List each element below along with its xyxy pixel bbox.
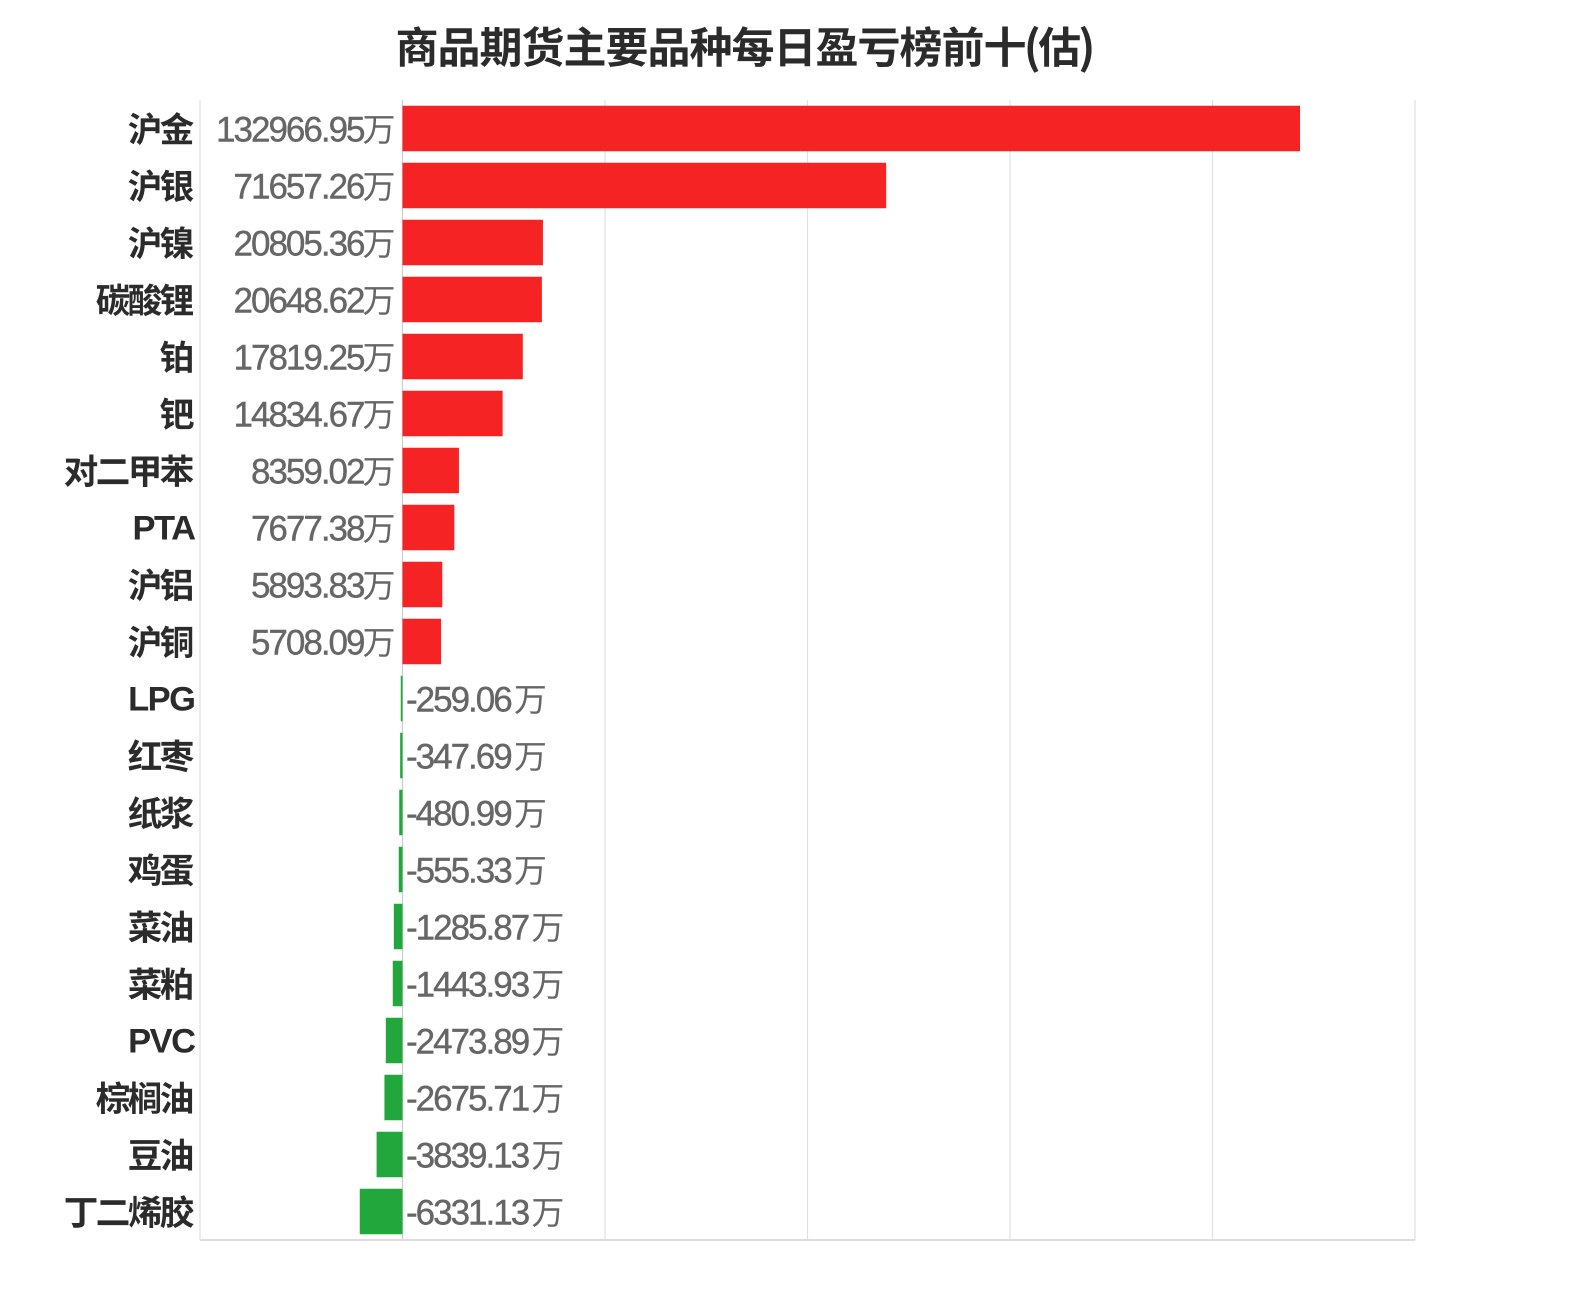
svg-text:PTA: PTA bbox=[133, 510, 196, 548]
svg-text:-2473.89: -2473.89 bbox=[406, 1022, 529, 1061]
svg-text:20648.62: 20648.62 bbox=[234, 281, 365, 320]
svg-text:-2675.71: -2675.71 bbox=[406, 1079, 529, 1118]
svg-text:-1285.87: -1285.87 bbox=[406, 908, 529, 947]
svg-text:PVC: PVC bbox=[128, 1023, 195, 1061]
svg-text:14834.67: 14834.67 bbox=[234, 395, 365, 434]
svg-text:5708.09: 5708.09 bbox=[251, 623, 364, 662]
svg-text:132966.95: 132966.95 bbox=[216, 110, 364, 149]
svg-text:8359.02: 8359.02 bbox=[251, 452, 364, 491]
svg-text:-480.99: -480.99 bbox=[406, 794, 511, 833]
svg-text:-1443.93: -1443.93 bbox=[406, 965, 529, 1004]
svg-text:LPG: LPG bbox=[128, 681, 194, 719]
svg-text:17819.25: 17819.25 bbox=[234, 338, 365, 377]
svg-text:-347.69: -347.69 bbox=[406, 737, 511, 776]
svg-text:-259.06: -259.06 bbox=[406, 680, 511, 719]
svg-text:5893.83: 5893.83 bbox=[251, 566, 364, 605]
svg-text:-555.33: -555.33 bbox=[406, 851, 511, 890]
svg-text:71657.26: 71657.26 bbox=[234, 167, 365, 206]
svg-text:7677.38: 7677.38 bbox=[251, 509, 364, 548]
svg-text:20805.36: 20805.36 bbox=[234, 224, 365, 263]
svg-text:-6331.13: -6331.13 bbox=[406, 1193, 529, 1232]
svg-text:-3839.13: -3839.13 bbox=[406, 1136, 529, 1175]
